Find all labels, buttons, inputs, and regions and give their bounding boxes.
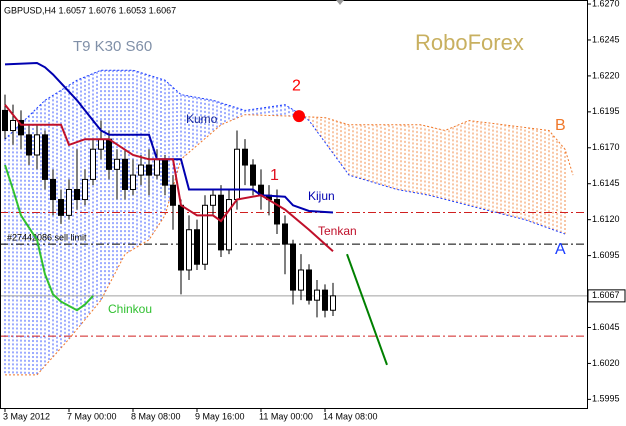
candle-body (130, 174, 136, 190)
candle-body (122, 158, 128, 190)
series-label: Chinkou (108, 302, 152, 316)
candle-body (34, 134, 40, 156)
candle-body (218, 194, 224, 251)
watermark: RoboForex (415, 30, 524, 55)
candle-body (186, 229, 192, 271)
candle-body (2, 109, 8, 132)
series-label: A (555, 241, 566, 258)
current-price-box (587, 289, 626, 303)
candle-body (330, 295, 336, 311)
candle-body (226, 199, 232, 251)
candle-body (66, 188, 72, 216)
candle-body (234, 148, 240, 201)
candle-body (82, 178, 88, 201)
candle-body (290, 243, 296, 291)
series-line (4, 69, 566, 235)
candle-body (274, 199, 280, 225)
candle-body (18, 119, 24, 136)
y-tick-label: 1.6095 (592, 250, 620, 260)
candle-body (90, 148, 96, 180)
series-line (4, 104, 334, 253)
y-tick-label: 1.5995 (592, 394, 620, 404)
series-label: Tenkan (318, 224, 357, 238)
candle-body (178, 204, 184, 271)
candle-body (306, 269, 312, 301)
candle-body (210, 194, 216, 206)
series-line (4, 61, 334, 214)
y-tick-label: 1.6045 (592, 322, 620, 332)
candle-body (242, 148, 248, 166)
note-label: 1 (270, 167, 279, 184)
candle-body (106, 138, 112, 170)
plot-border (0, 0, 588, 409)
candle-body (50, 178, 56, 201)
series-label: Kijun (308, 189, 335, 203)
candle-body (114, 158, 120, 170)
forecast-line (346, 253, 388, 366)
y-tick-label: 1.6195 (592, 106, 620, 116)
candle-body (138, 164, 144, 176)
marker-label: 2 (292, 77, 301, 94)
candle-body (74, 188, 80, 201)
x-tick-label: 9 May 16:00 (195, 411, 245, 421)
candle-body (194, 229, 200, 265)
candle-body (282, 223, 288, 245)
x-tick-label: 7 May 00:00 (67, 411, 117, 421)
y-tick-label: 1.6270 (592, 0, 620, 8)
candle-body (162, 158, 168, 186)
candle-body (58, 199, 64, 216)
candle-body (314, 289, 320, 301)
shift-marker (336, 0, 344, 5)
candle-body (322, 289, 328, 311)
candle-body (10, 119, 16, 132)
x-tick-label: 3 May 2012 (3, 411, 50, 421)
y-tick-label: 1.6170 (592, 142, 620, 152)
signal-marker (293, 110, 305, 123)
series-line (5, 114, 574, 376)
params-label: T9 K30 S60 (73, 38, 152, 55)
chart-title: GBPUSD,H4 1.6057 1.6076 1.6053 1.6067 (4, 5, 176, 15)
candle-body (298, 269, 304, 291)
candle-body (146, 164, 152, 176)
kumo-label: Kumo (186, 112, 218, 126)
x-tick-label: 14 May 08:00 (323, 411, 378, 421)
x-tick-label: 11 May 00:00 (259, 411, 313, 421)
candle-body (154, 158, 160, 176)
candle-body (250, 164, 256, 186)
y-tick-label: 1.6245 (592, 34, 620, 44)
candle-body (98, 138, 104, 150)
y-tick-label: 1.6220 (592, 70, 620, 80)
y-tick-label: 1.6145 (592, 178, 620, 188)
candle-body (202, 204, 208, 265)
x-tick-label: 8 May 08:00 (131, 411, 181, 421)
candle-body (42, 134, 48, 180)
candle-body (26, 134, 32, 156)
current-price-label: 1.6067 (592, 290, 620, 300)
level-label: #27442086 sell limit (7, 232, 87, 242)
series-line (4, 164, 94, 312)
y-tick-label: 1.6020 (592, 358, 620, 368)
plot-area: #27442086 sell limit 2 (0, 61, 587, 376)
y-tick-label: 1.6120 (592, 214, 620, 224)
series-label: B (555, 117, 566, 134)
candle-body (170, 184, 176, 206)
